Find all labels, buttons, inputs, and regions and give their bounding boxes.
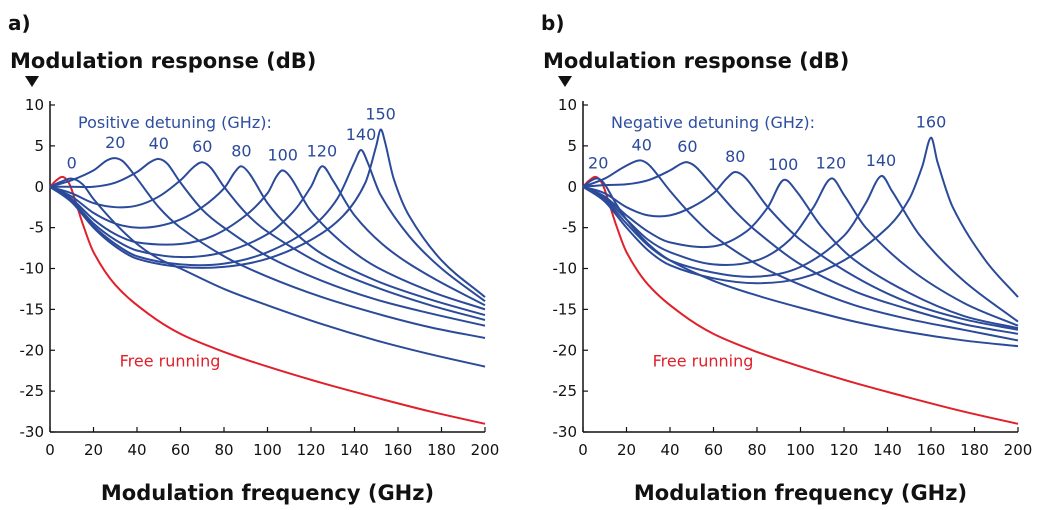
series-label: Free running bbox=[120, 352, 221, 371]
x-axis-label: Modulation frequency (GHz) bbox=[101, 481, 434, 505]
series-line bbox=[582, 159, 1019, 342]
series-label: 140 bbox=[866, 151, 897, 170]
x-tick-label: 100 bbox=[253, 441, 282, 459]
x-tick-label: 140 bbox=[873, 441, 902, 459]
x-tick-label: 40 bbox=[127, 441, 146, 459]
series-line bbox=[49, 161, 486, 321]
y-tick-label: 5 bbox=[567, 137, 577, 155]
series-label: 40 bbox=[632, 136, 652, 155]
series-label: 100 bbox=[768, 155, 799, 174]
series-label: 60 bbox=[192, 137, 212, 156]
series-label: 150 bbox=[365, 105, 396, 124]
y-tick-label: 10 bbox=[558, 96, 577, 114]
x-tick-label: 160 bbox=[917, 441, 946, 459]
series-label: 160 bbox=[916, 113, 947, 132]
series-label: Free running bbox=[653, 352, 754, 371]
series-line bbox=[49, 175, 486, 425]
x-tick-label: 80 bbox=[214, 441, 233, 459]
series-line bbox=[49, 128, 486, 298]
x-tick-label: 20 bbox=[617, 441, 636, 459]
annotation: Positive detuning (GHz): bbox=[78, 113, 272, 132]
axis-arrow bbox=[558, 76, 572, 87]
series-label: 80 bbox=[725, 147, 745, 166]
series-label: 120 bbox=[307, 141, 338, 160]
x-tick-label: 200 bbox=[471, 441, 500, 459]
x-tick-label: 200 bbox=[1004, 441, 1033, 459]
y-tick-label: 0 bbox=[567, 178, 577, 196]
y-tick-label: -30 bbox=[20, 423, 45, 441]
x-tick-label: 120 bbox=[297, 441, 326, 459]
y-tick-label: -5 bbox=[29, 219, 44, 237]
y-tick-label: -5 bbox=[562, 219, 577, 237]
series-label: 60 bbox=[677, 137, 697, 156]
y-tick-label: -15 bbox=[553, 300, 578, 318]
y-tick-label: -15 bbox=[20, 300, 45, 318]
series-line bbox=[49, 165, 486, 307]
series-line bbox=[582, 171, 1019, 331]
x-tick-label: 60 bbox=[171, 441, 190, 459]
series-label: 100 bbox=[267, 145, 298, 164]
series-line bbox=[49, 157, 486, 327]
x-tick-label: 180 bbox=[427, 441, 456, 459]
y-tick-label: -10 bbox=[20, 260, 45, 278]
series-label: 20 bbox=[105, 133, 125, 152]
y-tick-label: -30 bbox=[553, 423, 578, 441]
series-line bbox=[49, 165, 486, 317]
y-tick-label: 5 bbox=[34, 137, 44, 155]
annotation: Negative detuning (GHz): bbox=[611, 113, 815, 132]
panel-label: a) bbox=[8, 11, 31, 35]
series-line bbox=[49, 169, 486, 311]
y-tick-label: -20 bbox=[20, 341, 45, 359]
series-label: 40 bbox=[149, 134, 169, 153]
y-tick-label: -25 bbox=[553, 382, 578, 400]
x-tick-label: 40 bbox=[660, 441, 679, 459]
y-tick-label: -20 bbox=[553, 341, 578, 359]
series-label: 120 bbox=[816, 154, 847, 173]
x-tick-label: 160 bbox=[384, 441, 413, 459]
x-axis-label: Modulation frequency (GHz) bbox=[634, 481, 967, 505]
series-line bbox=[582, 175, 1019, 425]
series-line bbox=[582, 161, 1019, 335]
x-tick-label: 60 bbox=[704, 441, 723, 459]
y-tick-label: 10 bbox=[25, 96, 44, 114]
series-label: 80 bbox=[231, 141, 251, 160]
x-tick-label: 180 bbox=[960, 441, 989, 459]
y-tick-label: 0 bbox=[34, 178, 44, 196]
x-tick-label: 120 bbox=[830, 441, 859, 459]
y-tick-label: -10 bbox=[553, 260, 578, 278]
x-tick-label: 0 bbox=[578, 441, 588, 459]
series-line bbox=[582, 177, 1019, 327]
y-axis-label: Modulation response (dB) bbox=[10, 49, 316, 73]
axis-arrow bbox=[25, 76, 39, 87]
x-tick-label: 100 bbox=[786, 441, 815, 459]
series-label: 0 bbox=[67, 154, 77, 173]
series-line bbox=[582, 175, 1019, 323]
series-label: 20 bbox=[588, 154, 608, 173]
series-line bbox=[582, 178, 1019, 330]
series-line bbox=[582, 136, 1019, 298]
series-line bbox=[49, 157, 486, 339]
x-tick-label: 140 bbox=[340, 441, 369, 459]
panel-label: b) bbox=[541, 11, 564, 35]
y-tick-label: -25 bbox=[20, 382, 45, 400]
x-tick-label: 20 bbox=[84, 441, 103, 459]
series-line bbox=[49, 148, 486, 302]
x-tick-label: 80 bbox=[747, 441, 766, 459]
series-label: 140 bbox=[346, 125, 377, 144]
y-axis-label: Modulation response (dB) bbox=[543, 49, 849, 73]
x-tick-label: 0 bbox=[45, 441, 55, 459]
